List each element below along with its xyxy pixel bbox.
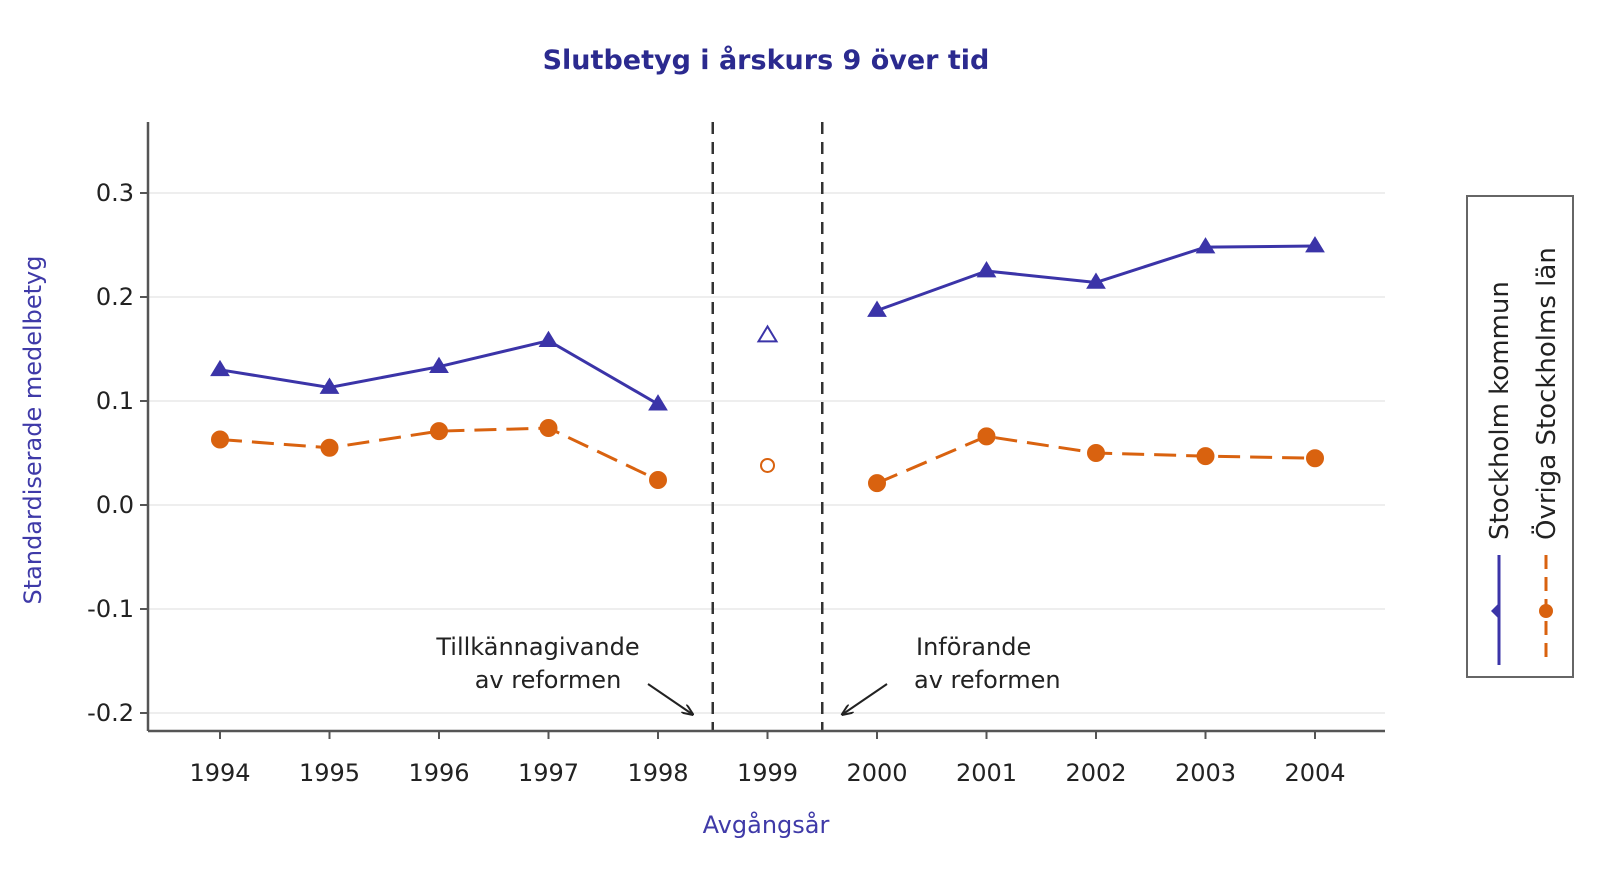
data-point-triangle [976, 261, 997, 278]
data-point-triangle [756, 324, 779, 343]
data-point-circle [1087, 444, 1105, 462]
data-point-triangle [210, 359, 230, 377]
axes [140, 122, 1385, 739]
x-tick-label: 1994 [189, 759, 250, 787]
x-tick-label: 2003 [1175, 759, 1236, 787]
x-tick-label: 2004 [1284, 759, 1345, 787]
x-tick-label: 1998 [627, 759, 688, 787]
x-tick-label: 2001 [956, 759, 1017, 787]
grid [148, 192, 1385, 714]
data-point-circle [1196, 447, 1215, 466]
y-tick-label: 0.1 [96, 387, 134, 415]
x-tick-label: 1995 [299, 759, 360, 787]
annotation-implementation: Införande av reformen [843, 633, 1061, 714]
legend-label-stockholm-kommun: Stockholm kommun [1485, 281, 1515, 540]
y-axis-title: Standardiserade medelbetyg [19, 256, 47, 605]
data-point-circle [539, 419, 558, 438]
x-tick-label: 1996 [408, 759, 469, 787]
y-tick-label: -0.2 [87, 699, 134, 727]
legend-item-ovriga-stockholms-lan: Övriga Stockholms län [1530, 247, 1562, 665]
annotation-implementation-line2: av reformen [914, 666, 1061, 694]
x-tick-label: 1997 [518, 759, 579, 787]
data-point-triangle [1305, 236, 1325, 253]
data-point-circle [430, 422, 448, 441]
annotation-implementation-arrow [843, 683, 888, 714]
annotation-announcement: Tillkännagivande av reformen [435, 633, 692, 714]
series-line [219, 426, 659, 482]
y-tick-labels: 0.3 0.2 0.1 0.0 -0.1 -0.2 [87, 179, 134, 727]
legend-marker-triangle [1491, 602, 1500, 620]
legend-item-stockholm-kommun: Stockholm kommun [1485, 281, 1515, 665]
y-tick-label: 0.3 [96, 179, 134, 207]
data-point-triangle [429, 356, 449, 374]
data-point-circle [1306, 449, 1324, 468]
x-tick-label: 1999 [737, 759, 798, 787]
series-ovriga-stockholms-lan [211, 419, 1324, 493]
y-tick-label: 0.0 [96, 491, 134, 519]
legend: Stockholm kommun Övriga Stockholms län [1466, 195, 1574, 678]
data-point-circle [868, 474, 886, 493]
data-point-triangle [648, 394, 668, 411]
data-point-triangle [1195, 237, 1216, 254]
x-tick-label: 2000 [846, 759, 907, 787]
x-tick-labels: 1994 1995 1996 1997 1998 1999 2000 2001 2002 2003… [189, 759, 1345, 787]
legend-box [1466, 195, 1574, 678]
legend-label-ovriga-stockholms-lan: Övriga Stockholms län [1530, 247, 1562, 540]
annotation-announcement-line1: Tillkännagivande [435, 633, 639, 661]
chart-title: Slutbetyg i årskurs 9 över tid [543, 44, 990, 76]
x-tick-label: 2002 [1065, 759, 1126, 787]
annotation-announcement-line2: av reformen [475, 666, 622, 694]
series-stockholm-kommun [210, 236, 1325, 411]
data-point-triangle [867, 300, 887, 317]
legend-marker-circle [1539, 604, 1553, 618]
x-axis-title: Avgångsår [703, 810, 830, 839]
annotation-announcement-arrow [647, 683, 692, 714]
y-tick-label: 0.2 [96, 283, 134, 311]
data-point-circle [211, 430, 229, 449]
data-point-circle [760, 457, 775, 473]
data-point-triangle [538, 330, 559, 348]
annotation-implementation-line1: Införande [916, 633, 1031, 661]
data-point-triangle [319, 377, 340, 394]
data-point-circle [977, 427, 996, 446]
reference-lines [711, 122, 824, 731]
y-tick-label: -0.1 [87, 595, 134, 623]
data-point-circle [320, 438, 339, 457]
data-point-circle [649, 471, 667, 490]
data-point-triangle [1086, 272, 1106, 289]
series-group [210, 236, 1325, 493]
